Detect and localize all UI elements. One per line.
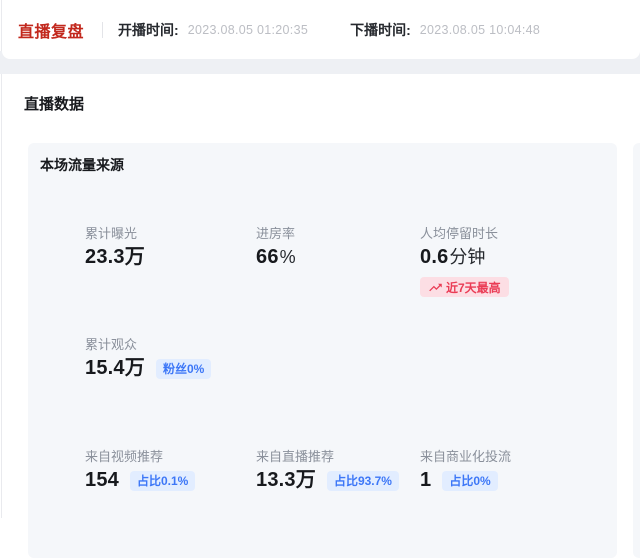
page-title: 直播复盘 — [18, 23, 85, 41]
stats-row-3: 来自视频推荐 154 占比0.1% 来自直播推荐 13.3万 占比93.7% 来… — [85, 449, 617, 492]
stat-value: 0.6 — [420, 246, 449, 268]
section-title: 直播数据 — [24, 96, 85, 113]
stat-label: 累计曝光 — [85, 226, 138, 241]
stats-row-2: 累计观众 15.4万 粉丝0% — [85, 337, 617, 380]
stat-entry-rate: 进房率 66 % — [256, 226, 420, 300]
traffic-source-title: 本场流量来源 — [40, 157, 124, 173]
stat-label: 来自直播推荐 — [256, 448, 335, 464]
header-divider — [102, 21, 104, 38]
stat-avg-stay: 人均停留时长 0.6 分钟 近7天最高 — [420, 226, 617, 300]
badge-label: 近7天最高 — [446, 280, 501, 295]
stat-commercial-traffic: 来自商业化投流 1 占比0% — [420, 449, 617, 492]
stat-label: 人均停留时长 — [420, 226, 499, 241]
page-header: 直播复盘 开播时间: 2023.08.05 01:20:35 下播时间: 202… — [2, 0, 640, 59]
live-data-card: 直播数据 本场流量来源 累计曝光 23.3万 进房率 66 % — [8, 74, 640, 558]
stat-value: 15.4万 — [85, 356, 145, 379]
stat-label: 累计观众 — [85, 336, 138, 352]
stats-grid: 累计曝光 23.3万 进房率 66 % 人均停留时长 0.6 — [28, 226, 617, 492]
stat-label: 来自视频推荐 — [85, 448, 164, 464]
ratio-badge: 占比0.1% — [129, 470, 196, 491]
ratio-badge: 占比93.7% — [326, 470, 399, 491]
stat-value: 13.3万 — [256, 468, 316, 491]
page-left-border — [1, 0, 2, 518]
stat-live-recommend: 来自直播推荐 13.3万 占比93.7% — [256, 449, 420, 492]
stat-unit: 分钟 — [449, 247, 486, 267]
stat-value: 1 — [420, 468, 432, 491]
stat-value: 154 — [85, 468, 119, 491]
stat-label: 进房率 — [256, 226, 296, 241]
stat-exposure: 累计曝光 23.3万 — [85, 226, 256, 300]
fans-ratio-badge: 粉丝0% — [155, 358, 212, 379]
adjacent-panel-cutoff — [633, 143, 640, 558]
start-time-label: 开播时间: — [118, 21, 179, 38]
stat-unit: % — [279, 247, 296, 267]
stat-value: 66 — [256, 246, 279, 268]
stat-viewers: 累计观众 15.4万 粉丝0% — [85, 337, 617, 380]
stat-value: 23.3万 — [85, 246, 145, 268]
stat-label: 来自商业化投流 — [420, 448, 512, 464]
traffic-source-panel: 本场流量来源 累计曝光 23.3万 进房率 66 % 人均停留 — [28, 143, 617, 558]
ratio-badge: 占比0% — [442, 470, 498, 491]
start-time-value: 2023.08.05 01:20:35 — [187, 22, 309, 37]
highest-7d-badge: 近7天最高 — [420, 277, 509, 297]
stats-row-1: 累计曝光 23.3万 进房率 66 % 人均停留时长 0.6 — [85, 226, 617, 300]
end-time-value: 2023.08.05 10:04:48 — [419, 22, 541, 37]
end-time-label: 下播时间: — [350, 21, 411, 38]
trending-up-icon — [429, 283, 442, 291]
stat-video-recommend: 来自视频推荐 154 占比0.1% — [85, 449, 256, 492]
